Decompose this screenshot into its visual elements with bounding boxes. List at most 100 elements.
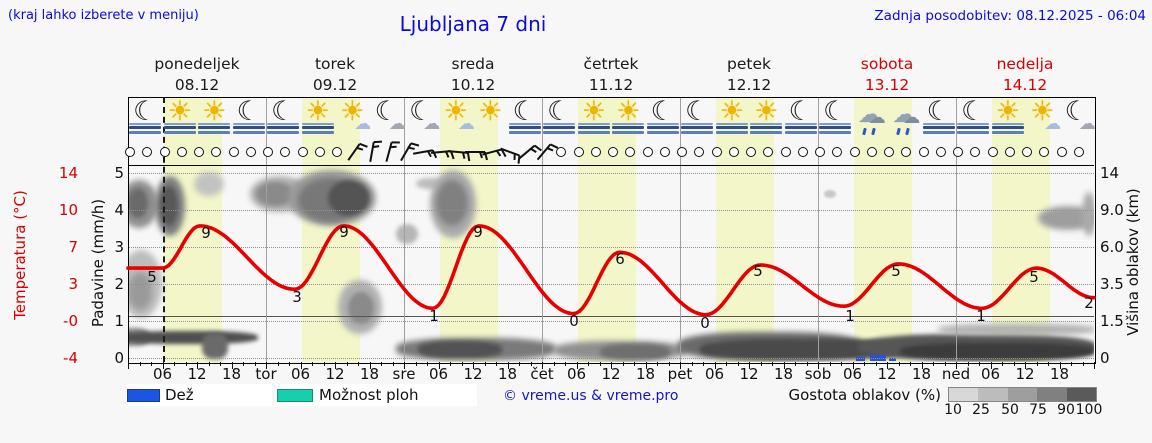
time-axis-tick: [611, 362, 612, 369]
hour-tick-label: 18: [1049, 365, 1070, 383]
time-axis-tick: [507, 362, 509, 369]
weather-icon-sun-cloud: ☀ ☁: [335, 97, 371, 137]
sun-icon: ☀: [478, 96, 503, 127]
time-axis-tick: [1025, 362, 1026, 369]
weather-icon-moon-cloud: ☾ ☁: [370, 96, 406, 137]
time-axis-tick: [714, 362, 716, 369]
hour-tick-label: 18: [221, 365, 242, 383]
time-axis-tick: [852, 362, 854, 369]
time-axis-tick: [323, 362, 325, 366]
temperature-value-label: 1: [976, 307, 986, 325]
time-axis-tick: [956, 362, 957, 369]
fog-bar: [991, 123, 1024, 125]
temperature-value-label: 0: [569, 312, 579, 330]
wind-calm-icon: [159, 147, 170, 157]
time-axis-tick: [921, 362, 923, 369]
time-axis-tick: [128, 362, 129, 369]
fog-bar: [957, 131, 990, 134]
fog-bar: [543, 126, 576, 129]
day-abbr-label: čet: [530, 365, 554, 383]
day-abbr-label: pet: [667, 365, 693, 383]
weather-icon-moon-fog: ☾: [542, 97, 576, 137]
weather-icon-moon-fog: ☾: [818, 97, 852, 137]
time-axis-tick: [622, 362, 624, 366]
fog-bar: [508, 126, 541, 129]
temperature-axis-tick: 3: [68, 275, 78, 293]
temperature-value-label: 9: [201, 224, 211, 242]
time-axis-tick: [208, 362, 210, 366]
fog-bar: [957, 123, 990, 125]
moon-icon: ☾: [1064, 96, 1089, 127]
sun-icon: ☀: [443, 96, 468, 127]
moon-icon: ☾: [926, 96, 951, 127]
fog-bar: [681, 131, 714, 134]
weather-icon-sun-fog: ☀: [715, 97, 749, 137]
time-axis-tick: [438, 362, 440, 369]
showers-legend-label: Možnost ploh: [319, 386, 419, 404]
moon-icon: ☾: [512, 96, 537, 127]
wind-calm-icon: [228, 147, 239, 157]
day-abbr-label: ned: [941, 365, 971, 383]
wind-calm-icon: [1056, 147, 1067, 157]
chart-frame: [128, 97, 1096, 364]
sun-icon: ☀: [995, 96, 1020, 127]
wind-calm-icon: [1022, 147, 1032, 157]
wind-calm-icon: [953, 147, 963, 157]
time-axis-tick: [542, 362, 543, 369]
wind-calm-icon: [711, 147, 722, 157]
time-axis-tick: [910, 362, 911, 366]
cloud-blob: [824, 190, 836, 198]
sun-icon: ☀: [581, 96, 606, 127]
wind-calm-icon: [918, 147, 929, 157]
time-axis-tick: [806, 362, 808, 366]
wind-calm-icon: [866, 147, 877, 157]
fog-bar: [922, 123, 955, 125]
day-header-name: torek: [314, 55, 356, 73]
time-axis-tick: [634, 362, 635, 366]
weather-icon-moon-fog: ☾: [646, 97, 680, 137]
fog-bar: [508, 131, 541, 134]
time-axis-tick: [162, 362, 164, 369]
temperature-axis-tick: -0: [63, 312, 78, 330]
density-swatch: [1037, 388, 1067, 401]
fog-bar: [957, 126, 990, 129]
cloud-blob: [416, 178, 444, 189]
cloud-height-axis-tick: 9.0: [1100, 201, 1124, 219]
fog-bar: [681, 126, 714, 129]
fog-bar: [543, 123, 576, 125]
hour-tick-label: 06: [566, 365, 587, 383]
copyright-link[interactable]: © vreme.us & vreme.pro: [503, 388, 679, 404]
fog-bar: [750, 131, 783, 134]
cloud-density-layer: [128, 165, 1094, 362]
day-abbr-label: sre: [392, 365, 416, 383]
wind-calm-icon: [245, 147, 256, 157]
time-axis-tick: [887, 362, 888, 369]
weather-icon-sun-fog: ☀: [577, 96, 611, 137]
time-axis-tick: [979, 362, 980, 366]
moon-icon: ☾: [374, 96, 399, 127]
day-header-name: sobota: [860, 55, 914, 73]
grid-line: [128, 321, 1094, 322]
sun-icon: ☀: [202, 96, 227, 127]
wind-calm-icon: [987, 147, 998, 157]
low-cloud-band: [202, 333, 228, 359]
hour-tick-label: 18: [635, 365, 656, 383]
icon-plot-divider: [128, 165, 1094, 166]
temperature-value-label: 6: [615, 250, 625, 268]
wind-calm-icon: [797, 147, 808, 157]
density-tick-label: 100: [1075, 402, 1103, 418]
hour-tick-label: 06: [152, 365, 173, 383]
fog-bar: [819, 126, 852, 129]
time-axis-tick: [404, 362, 405, 369]
cloud-blob: [436, 180, 468, 226]
temperature-axis-tick: -4: [63, 349, 78, 367]
wind-calm-icon: [815, 147, 825, 157]
wind-calm-icon: [884, 147, 894, 157]
time-axis-tick: [243, 362, 244, 366]
time-axis-tick: [231, 362, 233, 369]
hour-tick-label: 06: [428, 365, 449, 383]
grid-line: [128, 358, 1094, 359]
moon-icon: ☾: [236, 96, 261, 127]
density-tick-label: 90: [1057, 402, 1075, 418]
fog-bar: [750, 123, 783, 125]
